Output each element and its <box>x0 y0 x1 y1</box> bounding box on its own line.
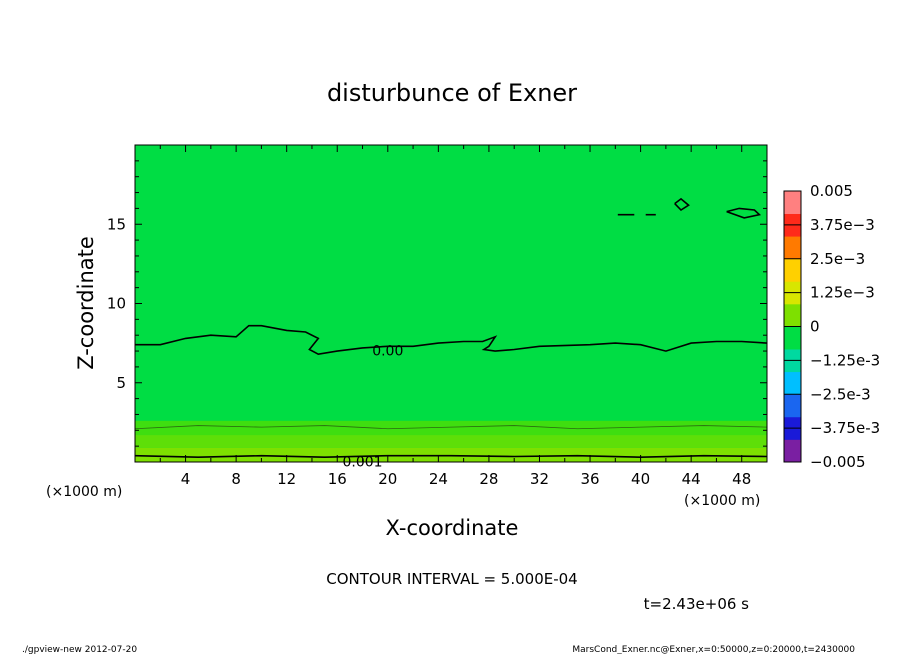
colorbar-segment-5 <box>784 326 801 350</box>
footer-right: MarsCond_Exner.nc@Exner,x=0:50000,z=0:20… <box>572 645 855 654</box>
colorbar-segment-3 <box>784 371 801 395</box>
contour-line-1 <box>134 454 768 459</box>
x-unit-right: (×1000 m) <box>684 493 760 509</box>
contour-label-0: 0.00 <box>372 343 403 359</box>
colorbar-label-6: 2.5e−3 <box>810 250 865 268</box>
x-tick-label-44: 44 <box>682 470 701 488</box>
colorbar-label-8: 0.005 <box>810 182 853 200</box>
colorbar-label-4: 0 <box>810 318 820 336</box>
band-main <box>135 145 767 462</box>
x-tick-label-8: 8 <box>231 470 241 488</box>
colorbar-label-5: 1.25e−3 <box>810 284 875 302</box>
x-tick-label-36: 36 <box>580 470 599 488</box>
colorbar-segment-11 <box>784 191 801 214</box>
x-tick-label-16: 16 <box>328 470 347 488</box>
colorbar-segment-9 <box>784 236 801 260</box>
x-tick-label-4: 4 <box>181 470 191 488</box>
x-tick-label-12: 12 <box>277 470 296 488</box>
x-tick-label-40: 40 <box>631 470 650 488</box>
footer-left: ./gpview-new 2012-07-20 <box>22 645 137 654</box>
chart-title: disturbunce of Exner <box>327 79 577 107</box>
x-axis: 4 8 12 16 20 24 28 32 36 40 44 48 <box>159 145 751 488</box>
contour-interval: CONTOUR INTERVAL = 5.000E-04 <box>326 570 577 588</box>
contour-line-4 <box>674 197 690 212</box>
x-tick-label-28: 28 <box>479 470 498 488</box>
colorbar-label-2: −2.5e-3 <box>810 385 871 403</box>
band-low-1 <box>135 435 767 448</box>
colorbar-label-1: −3.75e-3 <box>810 419 880 437</box>
y-tick-label-5: 5 <box>116 374 126 392</box>
contour-lines: 0.000.001 <box>134 197 768 470</box>
filled-bands <box>135 145 767 462</box>
x-axis-label: X-coordinate <box>386 516 519 540</box>
time-label: t=2.43e+06 s <box>644 595 750 613</box>
contour-line-5 <box>726 207 762 219</box>
x-tick-label-48: 48 <box>732 470 751 488</box>
colorbar-segment-0 <box>784 439 801 463</box>
colorbar-segment-6 <box>784 303 801 327</box>
y-tick-label-10: 10 <box>107 295 126 313</box>
x-tick-label-20: 20 <box>378 470 397 488</box>
band-low-2 <box>135 447 767 462</box>
colorbar-label-0: −0.005 <box>810 453 866 471</box>
x-tick-label-32: 32 <box>530 470 549 488</box>
colorbar-segment-2 <box>784 394 801 418</box>
y-axis: 5 10 15 <box>107 160 767 447</box>
x-unit-left: (×1000 m) <box>46 484 122 500</box>
colorbar-segment-8 <box>784 258 801 282</box>
band-low-0 <box>135 420 767 436</box>
colorbar-label-3: −1.25e-3 <box>810 351 880 369</box>
contour-line-0 <box>135 324 768 356</box>
x-tick-label-24: 24 <box>429 470 448 488</box>
y-tick-label-15: 15 <box>107 215 126 233</box>
contour-line-faint <box>134 425 768 430</box>
colorbar-label-7: 3.75e−3 <box>810 216 875 234</box>
colorbar: −0.005 −3.75e-3 −2.5e-3 −1.25e-3 0 1.25e−3 2.5… <box>783 182 880 471</box>
y-axis-label: Z-coordinate <box>74 236 98 370</box>
